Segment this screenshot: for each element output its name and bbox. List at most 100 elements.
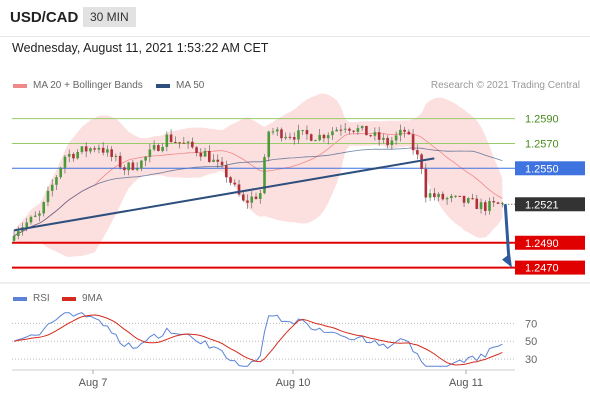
candle-body	[16, 231, 20, 236]
candle-body	[208, 150, 211, 162]
candle-body	[284, 136, 288, 139]
candle-body	[403, 129, 406, 132]
candle-body	[203, 150, 207, 157]
bb-legend-swatch	[13, 84, 27, 88]
x-tick-label: Aug 7	[79, 377, 108, 389]
candle-body	[390, 140, 394, 146]
candle-body	[123, 167, 126, 171]
trendline	[13, 157, 435, 232]
candle-body	[445, 198, 449, 200]
candle-body	[454, 195, 457, 197]
candle-body	[322, 134, 326, 139]
candle-body	[59, 167, 63, 178]
candle-body	[12, 235, 16, 241]
candle-body	[365, 125, 368, 136]
candle-body	[373, 132, 377, 136]
candle-body	[492, 201, 496, 203]
candle-body	[106, 149, 109, 153]
candle-body	[288, 136, 292, 138]
candle-body	[471, 198, 474, 200]
candle-body	[246, 200, 249, 203]
candle-body	[174, 141, 177, 143]
candle-body	[157, 145, 160, 151]
candle-body	[224, 165, 228, 178]
candle-body	[97, 147, 101, 150]
candle-body	[199, 152, 203, 157]
timestamp: Wednesday, August 11, 2021 1:53:22 AM CE…	[12, 41, 269, 55]
level-label-1.2590: 1.2590	[525, 114, 559, 126]
candle-body	[229, 177, 232, 183]
candle-body	[118, 155, 122, 168]
candle-body	[326, 135, 330, 139]
candle-body	[386, 137, 389, 146]
rsi-tick-70: 70	[525, 318, 537, 330]
candle-body	[263, 157, 266, 194]
candle-body	[33, 215, 37, 217]
timeframe-badge[interactable]: 30 MIN	[83, 7, 136, 27]
candle-body	[135, 168, 139, 170]
forecast-arrowhead	[502, 253, 512, 268]
candle-body	[437, 193, 440, 198]
candle-body	[29, 216, 33, 223]
candle-body	[411, 134, 415, 151]
candle-body	[152, 145, 156, 150]
symbol-title: USD/CAD	[10, 9, 79, 26]
ma50-legend-swatch	[156, 84, 170, 88]
candle-body	[433, 193, 436, 198]
candle-body	[148, 149, 152, 157]
candle-body	[42, 202, 46, 214]
level-tag-1.2550	[515, 161, 585, 176]
candle-body	[140, 160, 143, 169]
x-tick-label: Aug 10	[276, 377, 311, 389]
candle-body	[161, 146, 164, 151]
x-tick-label: Aug 11	[449, 377, 483, 389]
candle-body	[420, 154, 423, 170]
rsi-tick-30: 30	[525, 354, 537, 366]
candle-body	[38, 213, 41, 216]
candle-body	[233, 182, 237, 185]
candle-body	[441, 193, 445, 200]
bb-legend-label: MA 20 + Bollinger Bands	[33, 80, 143, 91]
candle-body	[55, 177, 58, 185]
candle-body	[165, 134, 169, 147]
candle-body	[343, 128, 347, 130]
candle-body	[250, 196, 254, 203]
candle-body	[428, 193, 432, 198]
candle-body	[114, 155, 118, 157]
candle-body	[369, 135, 372, 137]
candle-body	[182, 142, 186, 144]
candle-body	[127, 162, 130, 171]
level-label-1.2570: 1.2570	[525, 138, 559, 150]
rsi-ma-line	[13, 314, 503, 366]
candle-body	[101, 147, 105, 153]
candle-body	[318, 134, 321, 141]
candle-body	[297, 130, 300, 140]
candle-body	[424, 169, 428, 198]
candle-body	[275, 129, 279, 132]
candle-body	[331, 131, 334, 136]
level-label-1.2521: 1.2521	[525, 199, 559, 211]
credit-text: Research © 2021 Trading Central	[430, 80, 580, 91]
candle-body	[314, 140, 317, 142]
candle-body	[339, 129, 343, 131]
candle-body	[84, 146, 88, 152]
candle-body	[496, 202, 500, 204]
candle-body	[93, 148, 96, 150]
forecast-arrow	[503, 204, 511, 261]
level-tag-1.2470	[515, 260, 585, 275]
candle-body	[292, 137, 296, 140]
candle-body	[348, 128, 351, 131]
candle-body	[500, 203, 504, 205]
candle-body	[144, 156, 147, 161]
candle-body	[416, 150, 419, 155]
candle-body	[254, 196, 258, 199]
candle-body	[241, 194, 245, 201]
candle-body	[377, 132, 381, 140]
candle-body	[479, 202, 483, 209]
candle-body	[195, 147, 198, 153]
candle-body	[301, 130, 305, 132]
candle-body	[356, 128, 360, 132]
rsi-line	[13, 312, 503, 367]
candle-body	[466, 198, 470, 203]
